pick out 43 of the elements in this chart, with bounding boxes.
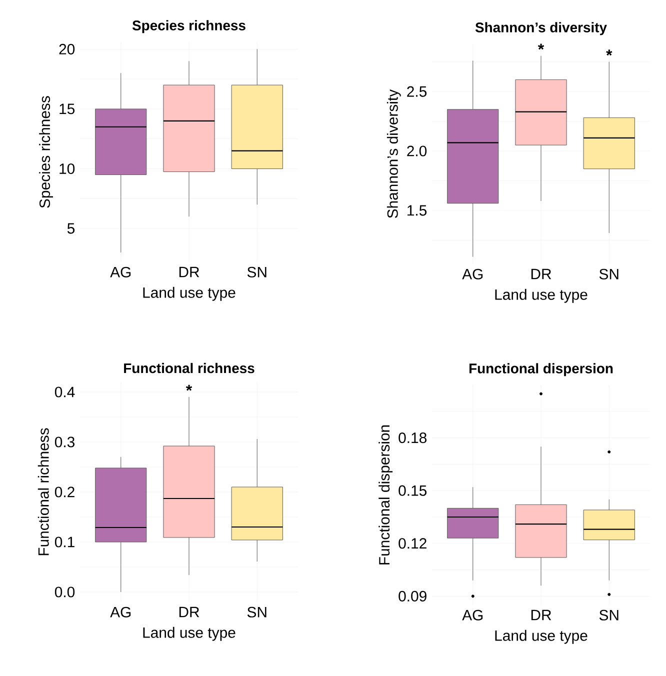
y-tick-label: 20 [59, 44, 75, 54]
y-tick-label: 2.0 [407, 146, 427, 156]
y-axis-title: Functional dispersion [378, 425, 393, 564]
y-tick-label: 15 [60, 104, 75, 114]
x-tick-label: DR [531, 268, 552, 280]
x-tick-label: AG [462, 268, 483, 280]
x-axis-title: Land use type [495, 630, 588, 644]
x-tick-label: SN [247, 606, 266, 618]
y-tick-label: 0.3 [54, 436, 74, 448]
annotation: * [538, 44, 544, 50]
y-tick-label: 0.4 [54, 386, 75, 398]
x-tick-label: DR [179, 266, 200, 278]
annotation: * [606, 50, 612, 56]
y-tick-label: 0.15 [398, 485, 427, 496]
y-axis-title: Shannon’s diversity [386, 89, 401, 218]
annotation: * [186, 384, 192, 391]
x-axis-title: Land use type [143, 286, 236, 301]
y-tick-label: 10 [60, 163, 75, 174]
chart-title: Species richness [132, 20, 246, 34]
x-axis-title: Land use type [495, 288, 588, 303]
y-tick-label: 0.18 [398, 432, 426, 444]
y-tick-label: 0.09 [398, 590, 426, 602]
chart-title: Shannon’s diversity [475, 22, 607, 36]
y-tick-label: 0.12 [398, 538, 426, 549]
x-tick-label: AG [462, 610, 483, 620]
y-tick-label: 0.2 [54, 486, 74, 498]
x-tick-label: AG [110, 266, 131, 278]
chart-title: Functional dispersion [469, 363, 613, 376]
x-axis-title: Land use type [143, 626, 236, 641]
x-tick-label: SN [599, 610, 618, 620]
y-tick-label: 0.1 [54, 536, 74, 548]
x-tick-label: SN [599, 268, 618, 280]
y-tick-label: 2.5 [407, 86, 427, 97]
x-tick-label: SN [247, 266, 266, 278]
y-axis-title: Species richness [39, 96, 54, 208]
y-axis-title: Functional richness [38, 428, 49, 556]
chart-title: Functional richness [124, 362, 254, 374]
x-tick-label: DR [531, 610, 552, 620]
y-tick-label: 0.0 [54, 586, 75, 598]
x-tick-label: AG [110, 606, 131, 618]
x-tick-label: DR [179, 606, 200, 618]
y-tick-label: 5 [67, 223, 75, 234]
y-tick-label: 1.5 [408, 205, 427, 216]
